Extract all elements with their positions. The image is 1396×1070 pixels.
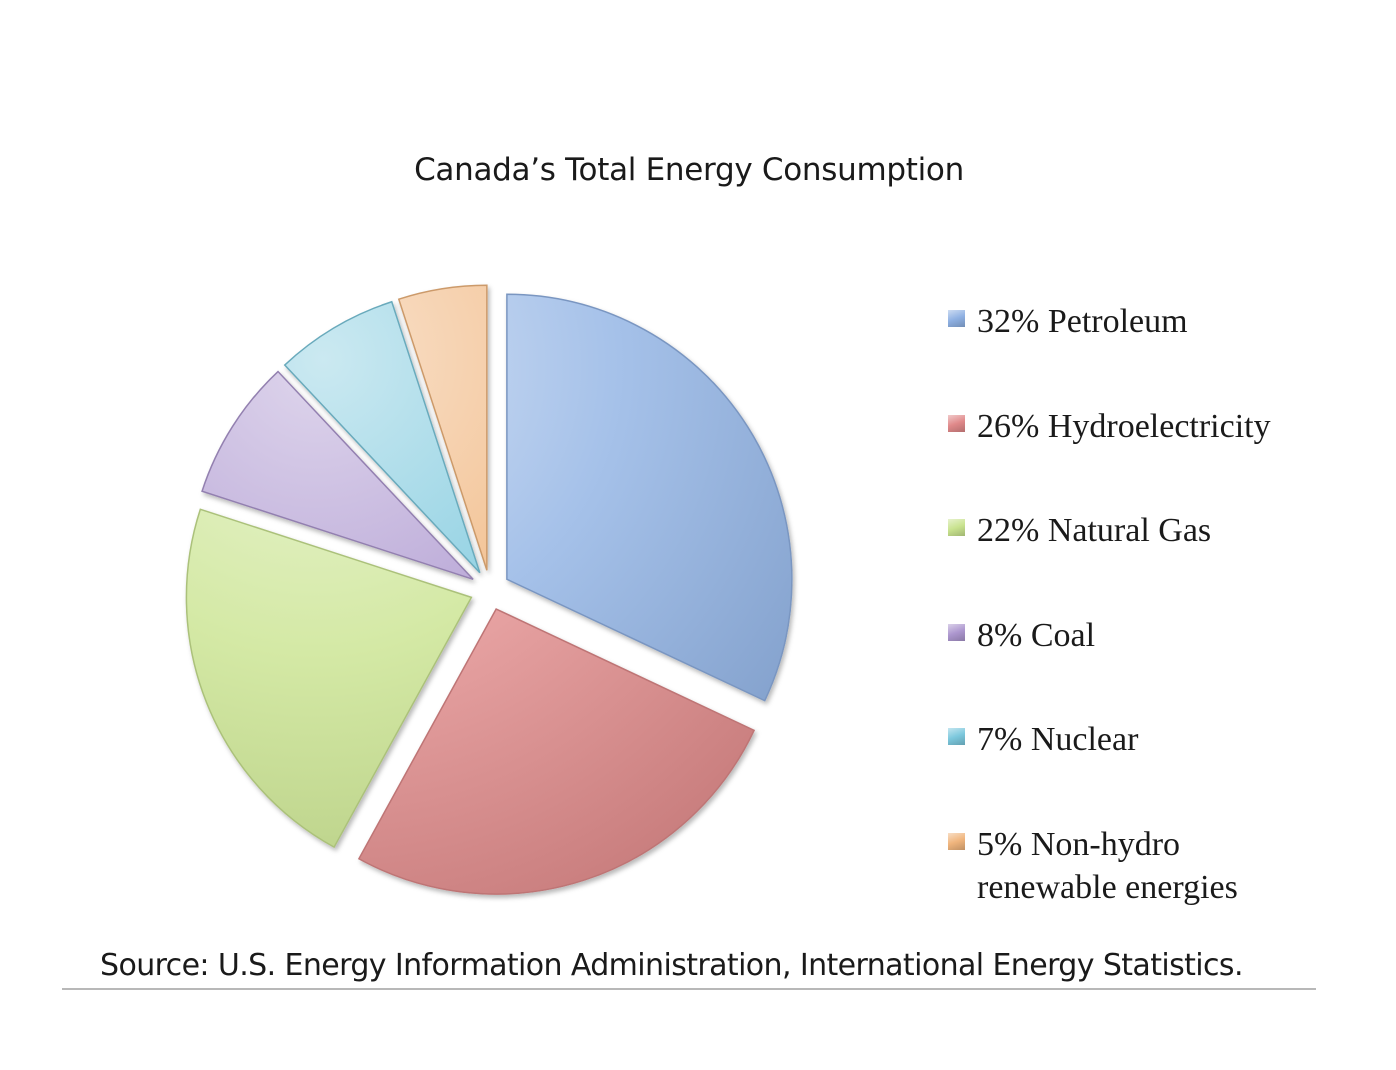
pie-slice-coal [201, 370, 474, 580]
legend-label: 32% Petroleum [977, 303, 1188, 340]
pie-slice-non-hydro [397, 284, 488, 571]
legend-item: 8% Coal [948, 614, 1357, 657]
legend-item: 22% Natural Gas [948, 509, 1357, 552]
pie-chart [185, 284, 793, 895]
legend-label: 26% Hydroelectricity [977, 407, 1271, 445]
legend-item: 32% Petroleum [948, 300, 1357, 343]
legend-swatch [948, 728, 965, 745]
pie-slice-natural [185, 508, 473, 849]
legend-item: 26% Hydroelectricity [948, 405, 1357, 448]
legend-swatch [948, 519, 965, 536]
legend-label: 22% Natural Gas [977, 512, 1212, 549]
legend-item: 7% Nuclear [948, 718, 1357, 761]
pie-slice-hydroelectricity [357, 608, 756, 895]
legend-label: 7% Nuclear [977, 721, 1139, 758]
legend-label: 8% Coal [977, 616, 1096, 654]
source-note: Source: U.S. Energy Information Administ… [100, 948, 1243, 983]
pie-slice-petroleum [506, 293, 793, 702]
legend-item: 5% Non-hydro renewable energies [948, 823, 1357, 909]
legend-label: 5% Non-hydro renewable energies [977, 825, 1238, 906]
legend-swatch [948, 414, 965, 432]
source-divider [62, 988, 1316, 990]
legend-swatch [948, 832, 965, 850]
legend-swatch [948, 623, 965, 641]
pie-slice-nuclear [283, 300, 481, 574]
chart-title: Canada’s Total Energy Consumption [414, 152, 964, 188]
legend-swatch [948, 310, 965, 327]
